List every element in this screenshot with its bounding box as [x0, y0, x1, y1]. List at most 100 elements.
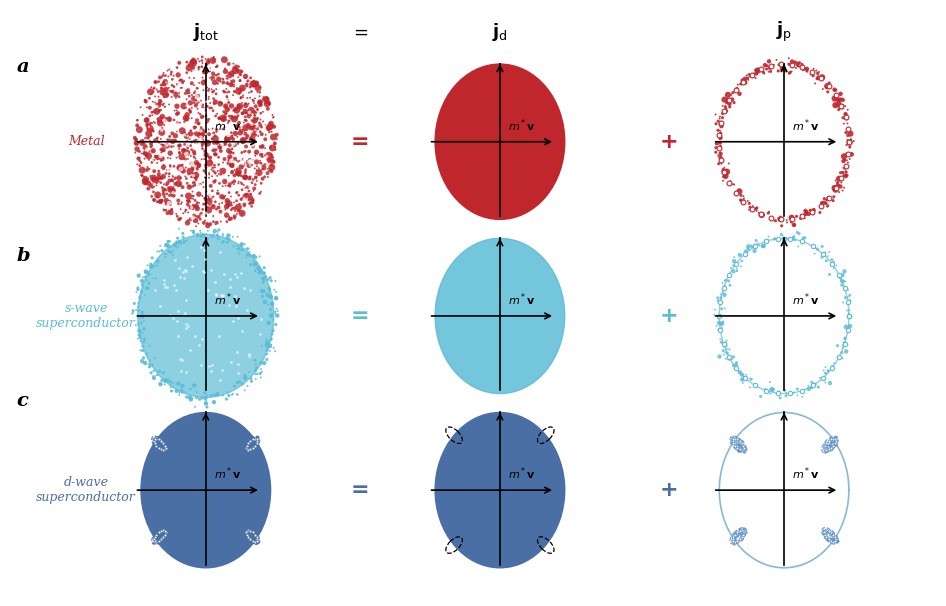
Point — [838, 161, 853, 171]
Point — [197, 388, 212, 398]
Point — [163, 162, 178, 172]
Point — [189, 387, 204, 397]
Point — [219, 135, 234, 145]
Point — [834, 93, 850, 103]
Point — [230, 232, 245, 242]
Point — [721, 276, 736, 286]
Point — [155, 533, 170, 543]
Point — [758, 60, 773, 70]
Point — [171, 58, 186, 68]
Point — [722, 345, 737, 355]
Point — [799, 208, 815, 218]
Point — [149, 530, 164, 539]
Point — [205, 163, 220, 173]
Point — [736, 442, 751, 452]
Point — [815, 73, 831, 83]
Point — [260, 124, 275, 134]
Point — [831, 99, 846, 109]
Point — [249, 365, 264, 375]
Point — [163, 380, 178, 390]
Point — [199, 154, 214, 164]
Point — [149, 434, 164, 444]
Point — [764, 384, 780, 394]
Point — [757, 68, 772, 78]
Point — [209, 127, 224, 136]
Point — [175, 182, 190, 192]
Point — [231, 169, 246, 179]
Point — [136, 324, 151, 334]
Point — [731, 435, 746, 444]
Point — [270, 306, 285, 316]
Point — [843, 129, 858, 139]
Point — [185, 227, 201, 237]
Point — [754, 210, 769, 219]
Point — [797, 210, 813, 219]
Point — [262, 346, 277, 356]
Point — [143, 139, 158, 149]
Point — [140, 120, 155, 130]
Point — [244, 442, 259, 451]
Point — [816, 527, 832, 537]
Point — [159, 241, 174, 250]
Point — [157, 185, 172, 195]
Point — [724, 263, 739, 273]
Point — [156, 528, 171, 538]
Point — [201, 138, 216, 147]
Point — [713, 142, 728, 152]
Point — [153, 437, 168, 447]
Point — [149, 528, 164, 538]
Point — [146, 438, 161, 447]
Point — [243, 445, 258, 454]
Point — [131, 283, 146, 293]
Point — [733, 534, 748, 544]
Point — [245, 123, 260, 133]
Point — [142, 181, 157, 191]
Point — [839, 167, 854, 177]
Point — [710, 293, 726, 303]
Point — [169, 238, 184, 248]
Point — [191, 212, 206, 222]
Point — [252, 166, 267, 176]
Point — [221, 146, 236, 156]
Point — [815, 198, 830, 207]
Point — [238, 194, 254, 204]
Point — [168, 90, 184, 99]
Point — [202, 219, 218, 229]
Point — [789, 63, 804, 73]
Point — [173, 83, 188, 93]
Point — [762, 62, 777, 72]
Point — [736, 194, 751, 204]
Point — [723, 281, 738, 290]
Point — [211, 331, 226, 341]
Point — [785, 232, 800, 242]
Point — [819, 441, 834, 450]
Point — [159, 249, 174, 259]
Point — [227, 291, 242, 301]
Point — [714, 318, 729, 328]
Point — [741, 244, 756, 253]
Point — [135, 328, 150, 338]
Point — [833, 168, 849, 178]
Point — [731, 440, 746, 450]
Point — [132, 147, 148, 156]
Point — [254, 358, 269, 367]
Point — [186, 226, 201, 236]
Point — [157, 445, 172, 454]
Point — [841, 308, 856, 318]
Point — [153, 441, 168, 450]
Point — [169, 153, 184, 162]
Point — [182, 181, 197, 191]
Point — [191, 219, 206, 228]
Point — [153, 139, 168, 149]
Point — [184, 137, 200, 147]
Point — [148, 536, 163, 546]
Point — [185, 213, 201, 222]
Point — [217, 139, 232, 149]
Point — [262, 122, 277, 132]
Point — [231, 111, 246, 121]
Point — [820, 536, 835, 545]
Point — [190, 230, 205, 240]
Point — [227, 176, 242, 186]
Point — [721, 90, 736, 100]
Point — [210, 109, 225, 119]
